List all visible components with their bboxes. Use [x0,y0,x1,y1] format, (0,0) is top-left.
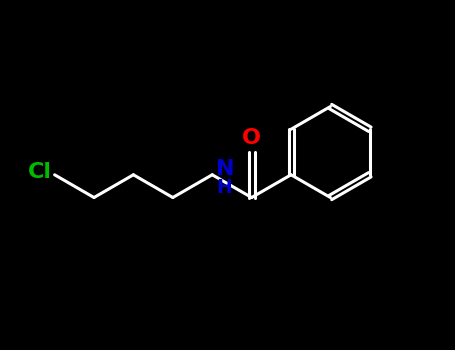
Text: H: H [216,178,232,197]
Text: O: O [242,128,261,148]
Text: Cl: Cl [28,162,52,182]
Text: N: N [216,159,234,179]
